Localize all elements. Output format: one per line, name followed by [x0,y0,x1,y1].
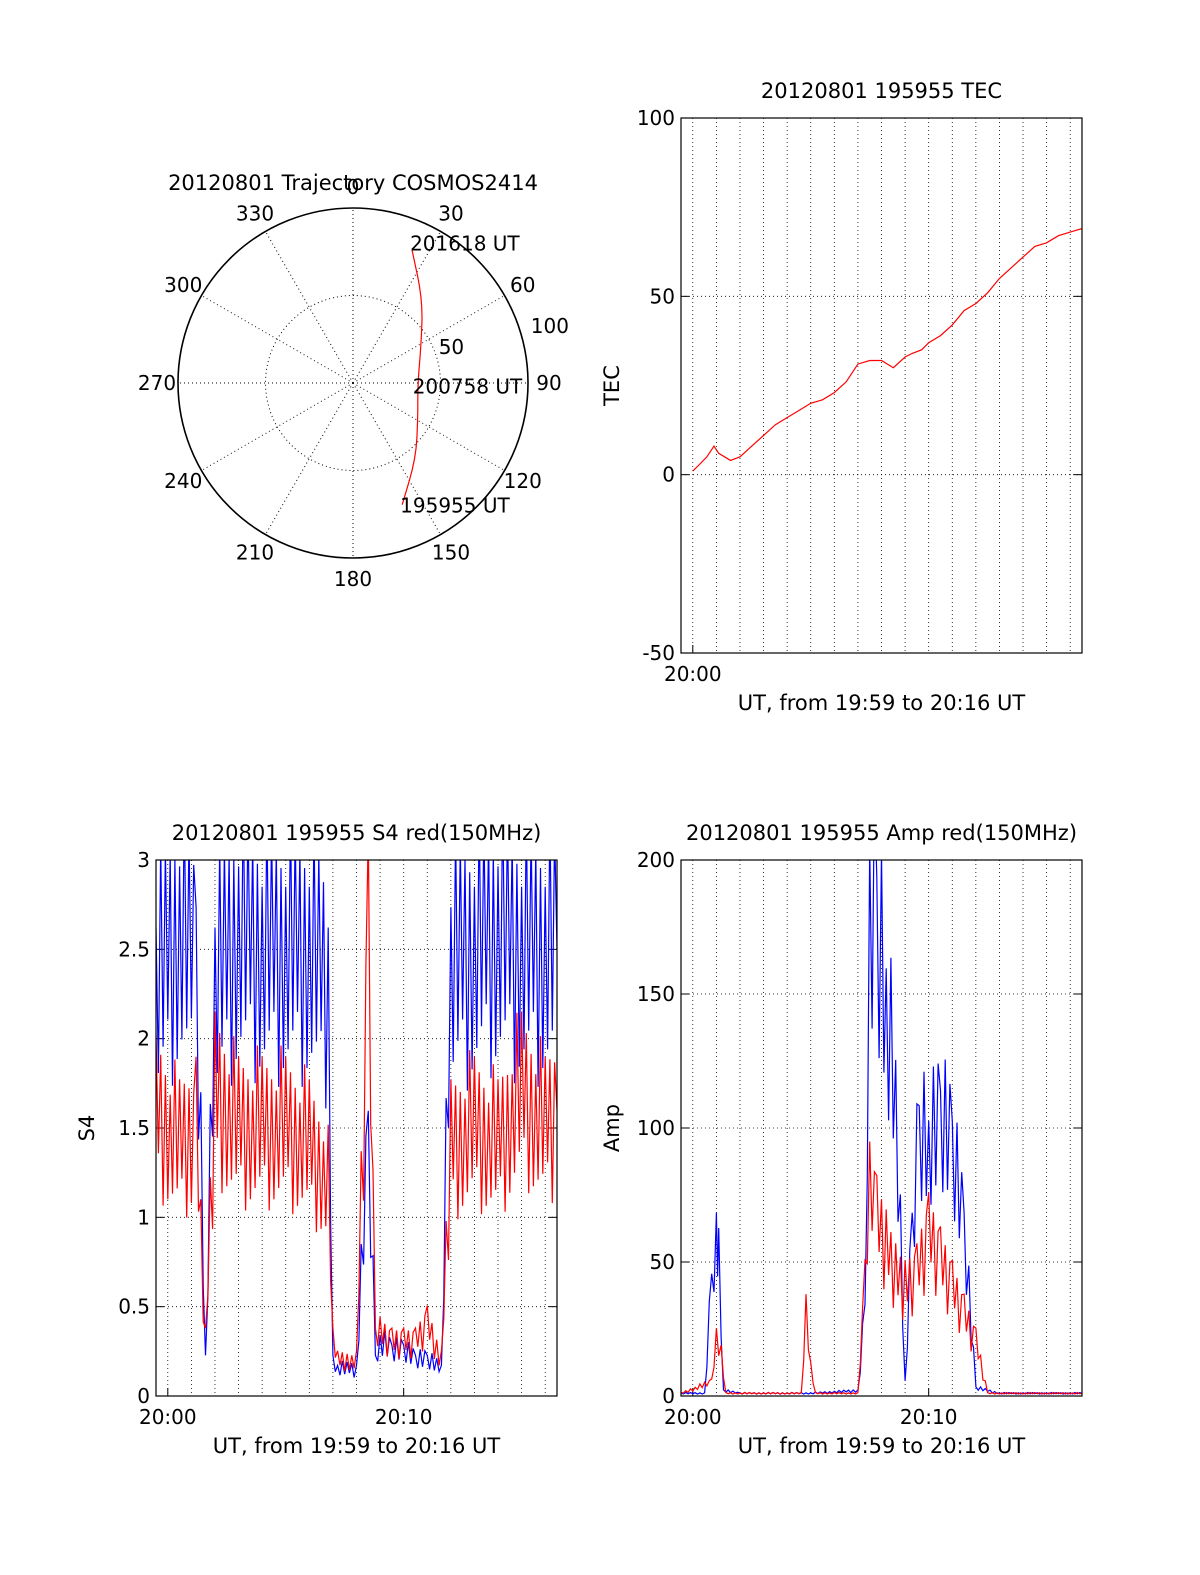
amp-series-red [681,1141,1082,1395]
s4-ylabel: S4 [75,1115,99,1142]
tec-series-red [692,228,1082,472]
trajectory-azimuth-label: 30 [438,201,463,225]
tec-ytick-label: 50 [650,284,675,308]
s4-plot-frame [155,859,558,1397]
trajectory-radial-label: 100 [531,314,569,338]
trajectory-azimuth-label: 60 [510,273,535,297]
trajectory-azimuth-label: 90 [536,371,561,395]
trajectory-azimuth-label: 270 [138,371,176,395]
s4-ytick-label: 2 [137,1027,150,1051]
amp-ytick-label: 150 [637,982,675,1006]
s4-ytick-label: 2.5 [118,937,150,961]
s4-ytick-label: 1 [137,1205,150,1229]
s4-series-red [156,860,557,1372]
amp-ytick-label: 50 [650,1250,675,1274]
trajectory-ring-50 [265,295,441,471]
amp-xlabel: UT, from 19:59 to 20:16 UT [738,1434,1026,1458]
tec-xtick-label: 20:00 [664,662,722,686]
tec-ytick-label: 100 [637,106,675,130]
tec-title: 20120801 195955 TEC [761,79,1002,103]
tec-ylabel: TEC [600,365,624,407]
trajectory-polar-chart: 0 30 60 90 120 150 180 210 240 270 300 330 50 100 1959… [138,171,569,591]
amp-ytick-label: 100 [637,1116,675,1140]
s4-xlabel: UT, from 19:59 to 20:16 UT [213,1434,501,1458]
amp-xtick-label: 20:00 [664,1405,722,1429]
amp-chart: 0 50 100 150 200 20:00 20:10 20120801 195955 Am… [600,821,1083,1458]
trajectory-azimuth-label: 0 [347,175,360,199]
s4-ytick-label: 0 [137,1384,150,1408]
s4-ytick-label: 3 [137,848,150,872]
s4-ytick-label: 0.5 [118,1295,150,1319]
s4-ytick-label: 1.5 [118,1116,150,1140]
trajectory-azimuth-label: 210 [236,541,274,565]
trajectory-radial-label: 50 [439,335,464,359]
trajectory-outer-circle [177,207,529,559]
trajectory-time-annotation: 200758 UT [413,374,523,398]
trajectory-time-annotation: 195955 UT [400,494,510,518]
s4-title: 20120801 195955 S4 red(150MHz) [172,821,542,845]
tec-xlabel: UT, from 19:59 to 20:16 UT [738,691,1026,715]
s4-chart: 0 0.5 1 1.5 2 2.5 3 20:00 20:10 20120801 195955 S… [75,821,558,1458]
amp-xtick-label: 20:10 [900,1405,958,1429]
trajectory-azimuth-label: 180 [334,567,372,591]
amp-ylabel: Amp [600,1104,624,1152]
trajectory-azimuth-label: 330 [236,201,274,225]
tec-ytick-label: 0 [662,463,675,487]
tec-ytick-label: -50 [642,641,675,665]
trajectory-path [401,250,423,505]
amp-plot-frame [680,859,1083,1397]
amp-ytick-label: 0 [662,1384,675,1408]
trajectory-azimuth-label: 120 [504,469,542,493]
trajectory-azimuth-label: 300 [164,273,202,297]
s4-xtick-label: 20:10 [375,1405,433,1429]
trajectory-azimuth-label: 150 [432,541,470,565]
trajectory-time-annotation: 201618 UT [410,231,520,255]
s4-xtick-label: 20:00 [139,1405,197,1429]
amp-ytick-label: 200 [637,848,675,872]
trajectory-azimuth-label: 240 [164,469,202,493]
amp-title: 20120801 195955 Amp red(150MHz) [686,821,1077,845]
trajectory-title: 20120801 Trajectory COSMOS2414 [168,171,538,195]
tec-chart: -50 0 50 100 20:00 20120801 195955 TEC UT, fro… [600,79,1083,715]
s4-series-blue [156,860,557,1378]
tec-plot-frame [680,117,1083,654]
